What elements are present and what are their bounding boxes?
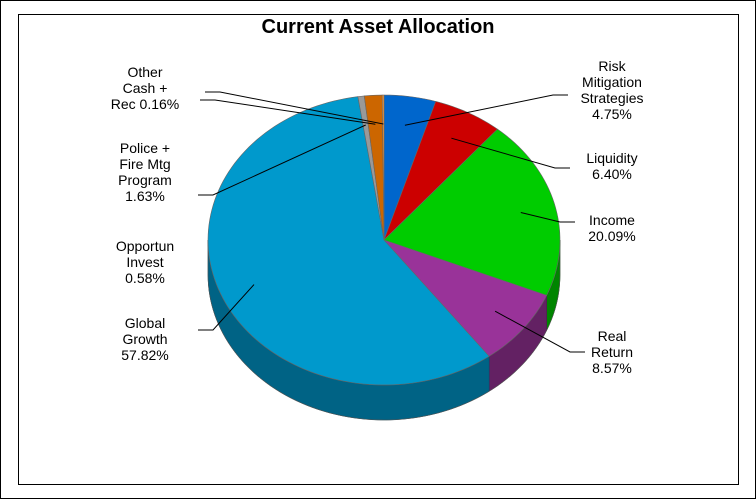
pie-tops	[207, 94, 561, 386]
label-name: Real Return	[590, 328, 634, 360]
data-label: Global Growth 57.82%	[115, 315, 175, 363]
leader-line	[494, 310, 585, 353]
label-value: 20.09%	[588, 228, 636, 244]
pie-slice	[383, 239, 548, 357]
label-name: Other Cash + Rec	[110, 64, 168, 112]
leader-lines	[198, 91, 585, 353]
leader-line	[520, 212, 575, 223]
label-name: Income	[589, 212, 635, 228]
pie-slice	[207, 96, 490, 386]
data-label: Risk Mitigation Strategies 4.75%	[570, 58, 654, 122]
leader-line	[451, 137, 570, 169]
label-name: Risk Mitigation Strategies	[580, 58, 644, 106]
leader-line	[404, 94, 568, 126]
data-label: Other Cash + Rec 0.16%	[110, 64, 180, 112]
plot-border	[18, 14, 739, 485]
data-label: Opportun Invest 0.58%	[109, 238, 181, 286]
data-label: Police + Fire Mtg Program 1.63%	[109, 140, 181, 204]
pie-slice	[383, 128, 561, 296]
label-value: 8.57%	[592, 360, 632, 376]
label-value: 4.75%	[592, 106, 632, 122]
label-value: 0.58%	[125, 270, 165, 286]
label-value: 57.82%	[121, 347, 169, 363]
data-label: Real Return 8.57%	[582, 328, 642, 376]
data-label: Income 20.09%	[572, 212, 652, 244]
leader-line	[205, 91, 384, 125]
label-value: 6.40%	[592, 166, 632, 182]
data-label: Liquidity 6.40%	[572, 150, 652, 182]
pie-slice	[381, 94, 385, 241]
leader-line	[200, 99, 376, 125]
label-name: Global Growth	[122, 315, 168, 347]
label-value: 0.16%	[139, 96, 180, 112]
label-name: Opportun Invest	[115, 238, 175, 270]
chart-title: Current Asset Allocation	[261, 16, 495, 38]
label-value: 1.63%	[125, 188, 165, 204]
label-name: Police + Fire Mtg Program	[118, 140, 172, 188]
pie-slice	[383, 94, 437, 241]
label-name: Liquidity	[586, 150, 638, 166]
leader-line	[198, 284, 255, 331]
leader-line	[198, 124, 366, 196]
